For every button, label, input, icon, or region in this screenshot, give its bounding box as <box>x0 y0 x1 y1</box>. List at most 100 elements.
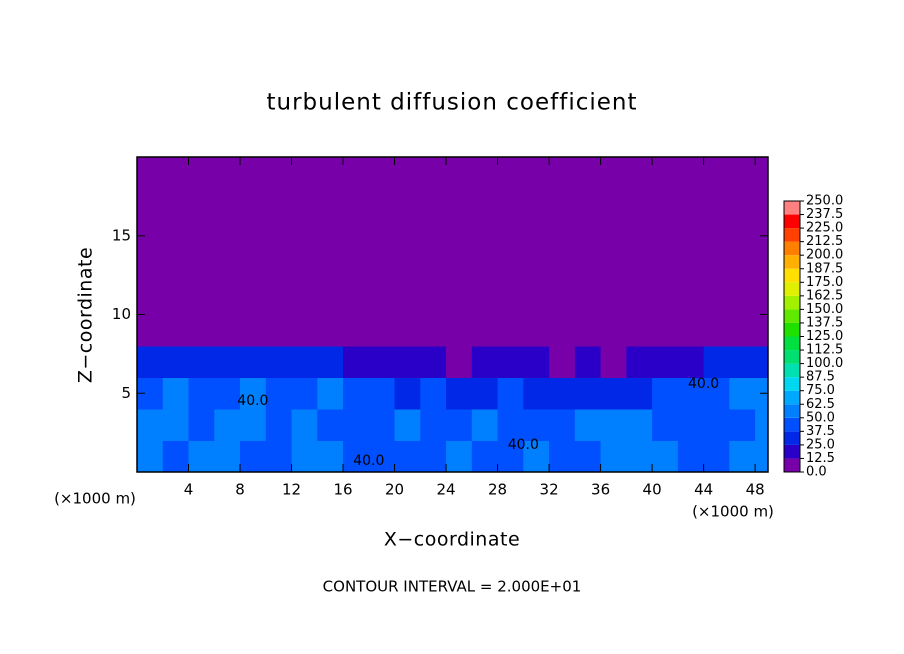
field-cell <box>652 440 679 472</box>
x-tick-label: 28 <box>488 481 507 499</box>
field-cell <box>549 283 576 315</box>
colorbar-label: 50.0 <box>806 410 835 425</box>
field-cell <box>162 188 190 221</box>
field-cell <box>729 251 756 284</box>
field-cell <box>703 188 730 221</box>
field-cell <box>600 440 627 472</box>
field-cell <box>162 314 190 347</box>
field-cell <box>600 409 627 441</box>
field-cell <box>420 283 447 315</box>
colorbar-swatch <box>784 255 800 269</box>
field-cell <box>317 220 344 252</box>
field-cell <box>626 251 653 284</box>
field-cell <box>368 188 396 221</box>
colorbar-label: 175.0 <box>806 275 843 290</box>
field-cell <box>549 409 576 441</box>
colorbar-swatch <box>784 295 800 310</box>
field-cell <box>755 157 768 189</box>
field-cell <box>394 283 421 315</box>
field-cell <box>755 314 768 347</box>
field-cell <box>240 346 267 378</box>
field-cell <box>343 188 370 221</box>
field-cell <box>574 346 602 378</box>
field-cell <box>677 440 705 472</box>
field-cell <box>523 283 550 315</box>
field-cell <box>420 377 447 410</box>
field-cell <box>420 220 447 252</box>
field-cell <box>446 409 473 441</box>
field-cell <box>265 283 293 315</box>
field-cell <box>214 283 241 315</box>
colorbar-swatch <box>784 228 800 242</box>
colorbar-swatch <box>784 268 800 283</box>
field-cell <box>265 314 293 347</box>
field-cell <box>265 440 293 472</box>
field-cell <box>265 409 293 441</box>
field-cell <box>677 157 705 189</box>
x-unit: (×1000 m) <box>692 503 774 521</box>
field-cell <box>574 314 602 347</box>
field-cell <box>214 157 241 189</box>
field-cell <box>703 377 730 410</box>
chart-title: turbulent diffusion coefficient <box>266 90 637 116</box>
field-cell <box>600 188 627 221</box>
field-cell <box>137 346 164 378</box>
field-cell <box>626 377 653 410</box>
field-cell <box>677 377 705 410</box>
field-cell <box>497 220 524 252</box>
field-cell <box>343 377 370 410</box>
field-cell <box>574 283 602 315</box>
field-cell <box>497 283 524 315</box>
field-cell <box>471 409 499 441</box>
field-cell <box>703 314 730 347</box>
field-cell <box>729 377 756 410</box>
colorbar-label: 250.0 <box>806 194 843 209</box>
field-cell <box>703 157 730 189</box>
field-cell <box>755 409 768 441</box>
colorbar-swatch <box>784 350 800 364</box>
field-cell <box>755 283 768 315</box>
field-cell <box>291 251 318 284</box>
x-tick-label: 40 <box>643 481 662 499</box>
field-cell <box>523 346 550 378</box>
field-cell <box>137 409 164 441</box>
colorbar-label: 150.0 <box>806 302 843 317</box>
field-cell <box>291 188 318 221</box>
colorbar-label: 225.0 <box>806 221 843 236</box>
field-cell <box>162 251 190 284</box>
field-cell <box>471 377 499 410</box>
field-cell <box>162 440 190 472</box>
field-cell <box>291 346 318 378</box>
x-tick-label: 44 <box>694 481 713 499</box>
field-cell <box>677 346 705 378</box>
field-cell <box>291 377 318 410</box>
field-cell <box>446 251 473 284</box>
x-tick-label: 48 <box>746 481 765 499</box>
field-cell <box>574 440 602 472</box>
field-cell <box>343 283 370 315</box>
field-cell <box>523 251 550 284</box>
y-tick-label: 5 <box>121 384 131 402</box>
field-cell <box>574 377 602 410</box>
field-cell <box>240 314 267 347</box>
contour-label: 40.0 <box>508 437 539 453</box>
field-cell <box>420 409 447 441</box>
field-cell <box>240 409 267 441</box>
field-cell <box>677 314 705 347</box>
field-cell <box>703 409 730 441</box>
field-cell <box>368 283 396 315</box>
field-cell <box>729 409 756 441</box>
field-cell <box>549 314 576 347</box>
field-cell <box>729 314 756 347</box>
field-cell <box>446 440 473 472</box>
field-cell <box>343 440 370 472</box>
colorbar-label: 62.5 <box>806 397 835 412</box>
x-tick-label: 8 <box>235 481 245 499</box>
field-cell <box>497 377 524 410</box>
colorbar-label: 187.5 <box>806 261 843 276</box>
field-cell <box>214 377 241 410</box>
field-cell <box>394 188 421 221</box>
field-cell <box>523 157 550 189</box>
field-cell <box>317 157 344 189</box>
